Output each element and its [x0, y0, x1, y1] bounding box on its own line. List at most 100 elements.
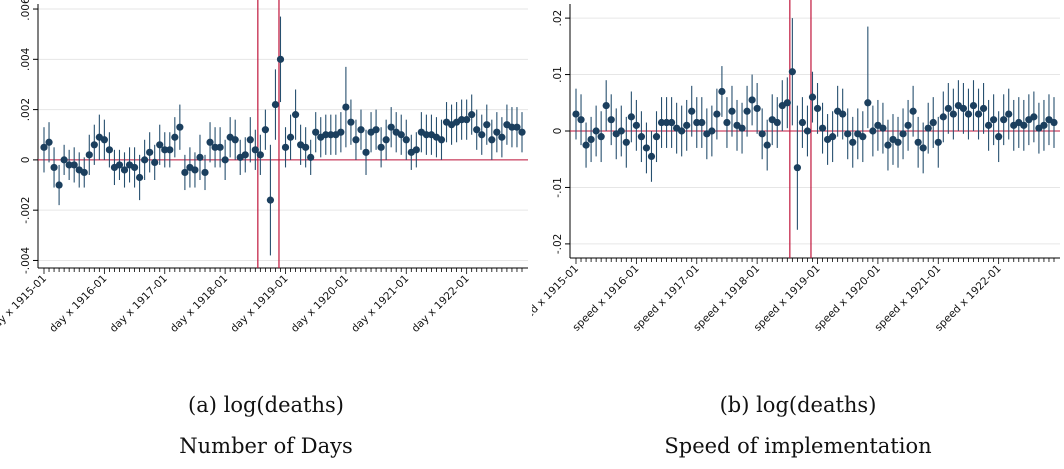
point-estimate [632, 121, 640, 129]
point-estimate [713, 110, 721, 118]
point-estimate [657, 118, 666, 127]
point-estimate [995, 133, 1003, 141]
point-estimate [493, 128, 501, 136]
point-estimate [166, 146, 174, 154]
point-estimate [246, 136, 254, 144]
point-estimate [693, 118, 701, 127]
point-estimate [723, 118, 731, 127]
point-estimate [813, 104, 822, 113]
point-estimate [773, 118, 781, 127]
y-tick-label: -.02 [552, 234, 564, 255]
point-estimate [758, 130, 766, 138]
x-tick-label: day x 1922-01 [409, 273, 471, 335]
point-estimate [617, 127, 625, 135]
x-tick-label: day x 1918-01 [168, 273, 230, 335]
point-estimate [969, 102, 978, 110]
point-estimate [1040, 121, 1048, 129]
point-estimate [859, 133, 867, 141]
point-estimate [347, 118, 355, 126]
point-estimate [352, 136, 360, 144]
point-estimate [572, 110, 580, 118]
point-estimate [698, 118, 706, 127]
point-estimate [974, 110, 983, 118]
point-estimate [211, 143, 219, 151]
point-estimate [206, 138, 214, 146]
point-estimate [412, 146, 420, 154]
point-estimate [934, 138, 942, 146]
x-tick-label: day x 1921-01 [349, 273, 411, 335]
y-tick-label: .002 [20, 98, 32, 121]
point-estimate [60, 156, 68, 164]
x-tick-label: speed x 1918-01 [691, 263, 762, 334]
point-estimate [171, 133, 179, 141]
point-estimate [276, 55, 285, 63]
x-tick-label: speed x 1922-01 [933, 263, 1004, 334]
point-estimate [783, 99, 791, 107]
point-estimate [357, 126, 365, 134]
point-estimate [473, 126, 481, 134]
point-estimate [342, 103, 350, 111]
point-estimate [844, 130, 852, 138]
point-estimate [141, 156, 149, 164]
point-estimate [894, 138, 902, 146]
point-estimate [402, 136, 410, 144]
point-estimate [803, 127, 812, 135]
point-estimate [151, 158, 159, 166]
point-estimate [191, 166, 199, 174]
point-estimate [55, 181, 63, 189]
point-estimate [728, 107, 736, 115]
point-estimate [627, 113, 635, 121]
x-tick-label: speed x 1919-01 [752, 263, 823, 334]
point-estimate [327, 131, 335, 139]
point-estimate [607, 116, 615, 124]
point-estimate [291, 111, 300, 119]
point-estimate [642, 144, 651, 152]
plot-background [38, 4, 528, 268]
point-estimate [478, 131, 486, 139]
x-tick-label: day x 1920-01 [289, 273, 351, 335]
point-estimate [577, 116, 585, 124]
point-estimate [231, 136, 239, 144]
chart-panel-a: -.004 -.002 0.002.004.006 day x 1915-01 day … [0, 0, 528, 458]
point-estimate [1020, 121, 1028, 129]
point-estimate [181, 168, 189, 177]
point-estimate [256, 151, 264, 159]
point-estimate [849, 138, 857, 146]
point-estimate [1000, 116, 1008, 124]
point-estimate [990, 116, 998, 124]
y-tick-label: -.01 [552, 177, 564, 198]
point-estimate [708, 127, 716, 135]
point-estimate [518, 128, 526, 136]
point-estimate [914, 138, 922, 146]
y-tick-label: .006 [20, 0, 32, 21]
point-estimate [944, 104, 952, 113]
point-estimate [115, 161, 124, 169]
point-estimate [70, 161, 78, 169]
point-estimate [1030, 113, 1038, 121]
point-estimate [216, 143, 224, 151]
point-estimate [221, 156, 229, 164]
point-estimate [271, 100, 280, 109]
x-tick-label: day x 1916-01 [47, 273, 109, 335]
point-estimate [483, 121, 491, 129]
y-tick-label: 0 [552, 128, 564, 135]
chart-b-subcaption: Speed of implementation [664, 434, 932, 458]
point-estimate [763, 141, 771, 149]
point-estimate [40, 143, 48, 151]
point-estimate [964, 110, 973, 118]
point-estimate [302, 143, 310, 151]
point-estimate [818, 124, 827, 132]
point-estimate [146, 148, 154, 156]
point-estimate [322, 131, 330, 139]
point-estimate [468, 111, 476, 119]
point-estimate [387, 123, 395, 131]
x-tick-label: speed x 1920-01 [812, 263, 883, 334]
y-tick-label: .01 [552, 66, 564, 83]
point-estimate [488, 136, 496, 144]
point-estimate [793, 164, 801, 172]
point-estimate [337, 128, 345, 136]
point-estimate [513, 123, 521, 131]
point-estimate [80, 168, 88, 177]
point-estimate [196, 153, 204, 161]
